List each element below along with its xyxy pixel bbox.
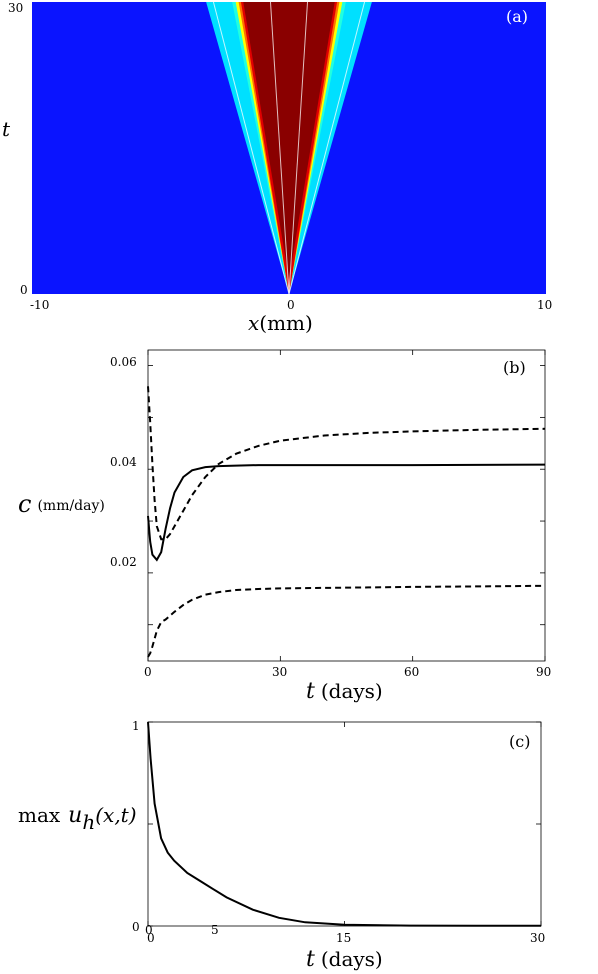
wave-band-left (206, 2, 289, 294)
heatmap-marks (206, 2, 372, 294)
b-ylabel: c (mm/day) (18, 490, 105, 518)
front-line-center-left (269, 2, 290, 294)
panel-c: (c) 1 0 0 5 max uh(x,t) 0 15 30 t (days) (18, 719, 545, 972)
b-axes-box (147, 349, 546, 662)
c-ylabel-prefix: max (18, 803, 61, 827)
a-xlabel: x(mm) (248, 311, 313, 335)
a-xtick-mid: 0 (287, 298, 295, 312)
panel-c-label: (c) (509, 732, 530, 751)
a-xtick-right: 10 (537, 298, 552, 312)
b-series (147, 386, 546, 658)
c-ylabel-args: (x,t) (95, 803, 136, 827)
c-minor-label-0: 0 (145, 923, 153, 937)
a-xlabel-var: x (248, 311, 259, 335)
a-ylabel: t (2, 117, 11, 141)
c-xlabel-var: t (306, 947, 315, 972)
c-xtick-0: 0 (147, 931, 155, 945)
c-series (147, 721, 541, 927)
b-xtick-60: 60 (404, 665, 419, 679)
c-ytick-0: 0 (132, 920, 140, 934)
b-xlabel-var: t (306, 679, 315, 704)
panel-a: (a) 30 0 t -10 0 10 x(mm) (2, 1, 552, 335)
c-ylabel-sub: h (82, 810, 95, 834)
a-xtick-left: -10 (30, 298, 49, 312)
panel-b-label: (b) (503, 358, 526, 377)
b-xlabel-unit: (days) (321, 679, 383, 703)
b-ylabel-unit: (mm/day) (37, 498, 104, 514)
front-line-center-right (288, 2, 309, 294)
b-ytick-006: 0.06 (110, 355, 137, 369)
b-xtick-90: 90 (536, 665, 551, 679)
b-tick-marks (147, 350, 546, 661)
c-xlabel: t (days) (306, 947, 383, 972)
c-axes-box (147, 721, 542, 927)
b-ytick-002: 0.02 (110, 555, 137, 569)
a-ytick-bottom: 0 (20, 283, 28, 297)
c-ytick-1: 1 (132, 719, 140, 733)
b-xlabel: t (days) (306, 679, 383, 704)
c-tick-marks (147, 721, 542, 927)
c-minor-label-5: 5 (211, 923, 219, 937)
b-xtick-30: 30 (272, 665, 287, 679)
panel-a-label: (a) (506, 7, 528, 26)
panel-b: (b) 0.06 0.04 0.02 c (mm/day) 0 30 60 90 … (18, 349, 551, 704)
b-ylabel-var: c (18, 490, 31, 518)
c-ylabel: max uh(x,t) (18, 803, 137, 834)
c-xtick-15: 15 (336, 931, 351, 945)
wave-core (243, 2, 335, 280)
a-xlabel-unit: (mm) (259, 311, 313, 335)
b-series-2-dashed (147, 386, 546, 541)
c-series-1-solid (147, 721, 541, 927)
a-ytick-top: 30 (8, 1, 23, 15)
c-xlabel-unit: (days) (321, 947, 383, 971)
front-line-outer-right (288, 2, 366, 294)
b-xtick-0: 0 (144, 665, 152, 679)
b-series-3-dashed (147, 584, 546, 658)
c-ylabel-var: u (68, 803, 82, 828)
front-line-outer-left (212, 2, 290, 294)
c-xtick-30: 30 (530, 931, 545, 945)
b-series-1-solid (147, 463, 546, 562)
wave-band-right (289, 2, 372, 294)
b-ytick-004: 0.04 (110, 455, 137, 469)
